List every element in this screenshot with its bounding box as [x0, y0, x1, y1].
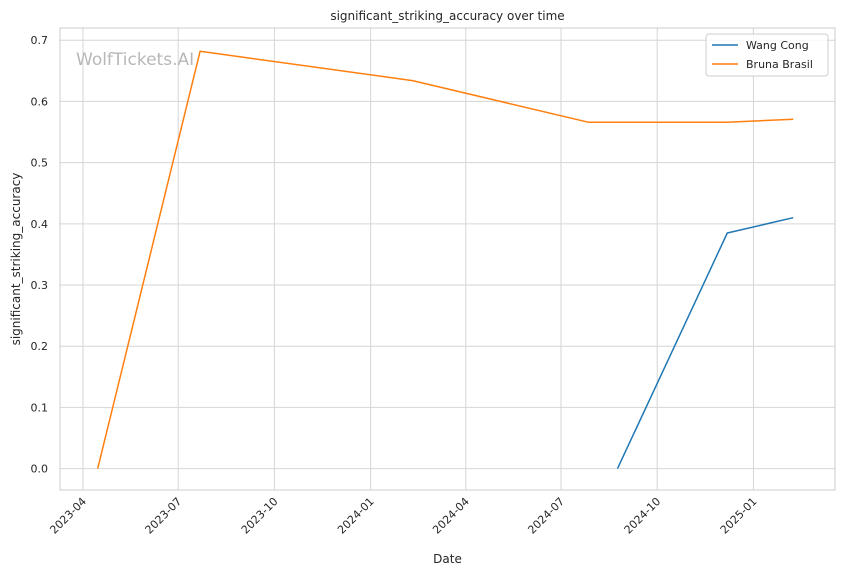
- legend-label: Wang Cong: [746, 39, 809, 52]
- y-tick-label: 0.4: [31, 218, 49, 231]
- y-tick-label: 0.2: [31, 340, 49, 353]
- y-tick-labels: 0.0 0.1 0.2 0.3 0.4 0.5 0.6 0.7: [31, 34, 49, 475]
- y-tick-label: 0.5: [31, 157, 49, 170]
- y-tick-label: 0.3: [31, 279, 49, 292]
- y-tick-label: 0.0: [31, 463, 49, 476]
- y-axis-label: significant_striking_accuracy: [9, 173, 23, 346]
- plot-frame: [59, 27, 836, 491]
- series-layer: [96, 50, 794, 469]
- y-tick-label: 0.6: [31, 95, 49, 108]
- series-line-wang-cong: [616, 216, 794, 469]
- legend: Wang Cong Bruna Brasil: [705, 33, 829, 77]
- chart-title: significant_striking_accuracy over time: [330, 9, 564, 23]
- watermark: WolfTickets.AI: [76, 50, 194, 70]
- y-tick-label: 0.7: [31, 34, 49, 47]
- legend-label: Bruna Brasil: [746, 58, 813, 71]
- y-tick-label: 0.1: [31, 401, 49, 414]
- grid: [60, 28, 835, 490]
- series-line-bruna-brasil: [96, 50, 794, 469]
- x-axis-label: Date: [433, 552, 462, 566]
